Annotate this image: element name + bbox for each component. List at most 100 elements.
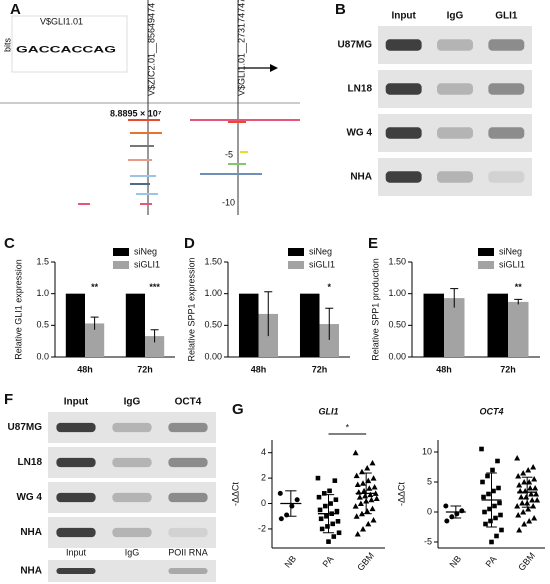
data-point: [483, 521, 488, 527]
blot-row-label: NHA: [20, 566, 42, 577]
blot-row-label: LN18: [348, 84, 373, 95]
blot-row-label: NHA: [350, 172, 372, 183]
data-point: [519, 500, 526, 506]
data-point: [525, 467, 532, 473]
data-point: [289, 503, 295, 509]
data-point: [321, 491, 327, 496]
x-tick-label: GBM: [355, 551, 376, 573]
motif-logo: GACCACCAG: [16, 44, 116, 54]
y-axis-label: Relative GLI1 expression: [13, 259, 23, 360]
data-point: [330, 521, 336, 527]
bar: [65, 293, 85, 357]
data-point: [516, 482, 523, 488]
y-tick-label: 1.50: [204, 256, 222, 266]
y-tick-label: 0.00: [388, 351, 406, 361]
legend-swatch: [478, 248, 494, 256]
data-point: [527, 485, 534, 491]
data-point: [531, 476, 538, 482]
data-point: [365, 477, 372, 484]
data-point: [480, 479, 485, 485]
data-point: [328, 501, 333, 506]
blot-band: [56, 422, 96, 433]
data-point: [367, 491, 374, 498]
data-point: [533, 491, 540, 497]
y-tick-label: 0.50: [388, 320, 406, 330]
data-point: [496, 485, 501, 491]
data-point: [489, 539, 494, 545]
blot-row-label: WG 4: [16, 492, 42, 503]
panel-label: D: [184, 235, 195, 252]
data-point: [520, 470, 527, 476]
blot-lane: [48, 560, 216, 582]
blot-band: [385, 127, 422, 139]
data-point: [373, 495, 380, 501]
panel-label: A: [10, 1, 21, 18]
y-tick-label: -2: [258, 523, 266, 533]
data-point: [521, 479, 528, 485]
blot-row-label: NHA: [20, 527, 42, 538]
significance-label: ***: [149, 282, 160, 292]
site-label: V$ZIC2.01__85649474: [146, 3, 156, 96]
chart-title: OCT4: [479, 406, 503, 416]
legend-label: siGLI1: [309, 259, 335, 269]
panel-label: B: [335, 1, 346, 18]
data-point: [370, 517, 377, 523]
blot-row-label: WG 4: [346, 128, 372, 139]
data-point: [365, 520, 372, 527]
data-point: [520, 509, 527, 515]
bar: [238, 293, 259, 357]
data-point: [277, 490, 283, 496]
data-point: [360, 525, 367, 532]
blot-column-label: Input: [391, 11, 416, 22]
blot-band: [437, 39, 473, 51]
blot-band: [385, 39, 422, 51]
bar: [125, 293, 145, 357]
data-point: [352, 503, 359, 509]
data-point: [327, 488, 332, 494]
chart-title: GLI1: [318, 406, 338, 416]
x-tick-label: NB: [448, 554, 464, 570]
blot-band: [168, 422, 208, 433]
blot-column-label: Input: [64, 397, 89, 408]
blot-band: [168, 492, 208, 503]
bar: [145, 336, 165, 357]
data-point: [490, 467, 495, 473]
data-point: [368, 496, 375, 503]
legend-swatch: [288, 248, 304, 256]
data-point: [525, 506, 532, 512]
blot-band: [437, 83, 473, 95]
data-point: [316, 494, 322, 500]
data-point: [532, 485, 539, 491]
blot-band: [385, 171, 422, 183]
blot-band: [56, 492, 96, 503]
y-tick-label: 2: [261, 472, 266, 482]
track-tick: -10: [222, 197, 235, 207]
data-point: [354, 481, 361, 487]
data-point: [492, 503, 497, 509]
x-tick-label: 72h: [500, 364, 516, 374]
legend-swatch: [113, 248, 129, 256]
blot-band: [56, 457, 96, 468]
bar: [444, 298, 465, 357]
legend-label: siNeg: [499, 246, 522, 256]
significance-label: *: [346, 422, 350, 432]
bar: [487, 293, 508, 357]
logo-frame: [11, 15, 128, 73]
y-tick-label: 0: [261, 498, 266, 508]
x-tick-label: 48h: [251, 364, 267, 374]
data-point: [493, 515, 498, 521]
blot-column-label: OCT4: [175, 397, 202, 408]
data-point: [514, 455, 521, 461]
data-point: [495, 458, 500, 464]
blot-band: [56, 568, 96, 574]
data-point: [516, 527, 523, 533]
blot-band: [437, 171, 473, 183]
data-point: [488, 518, 493, 524]
data-point: [515, 512, 522, 518]
y-tick-label: 4: [261, 447, 266, 457]
x-tick-label: PA: [321, 554, 336, 569]
bar: [85, 323, 105, 357]
legend-label: siGLI1: [134, 259, 160, 269]
data-point: [370, 475, 377, 481]
bar: [319, 324, 340, 357]
